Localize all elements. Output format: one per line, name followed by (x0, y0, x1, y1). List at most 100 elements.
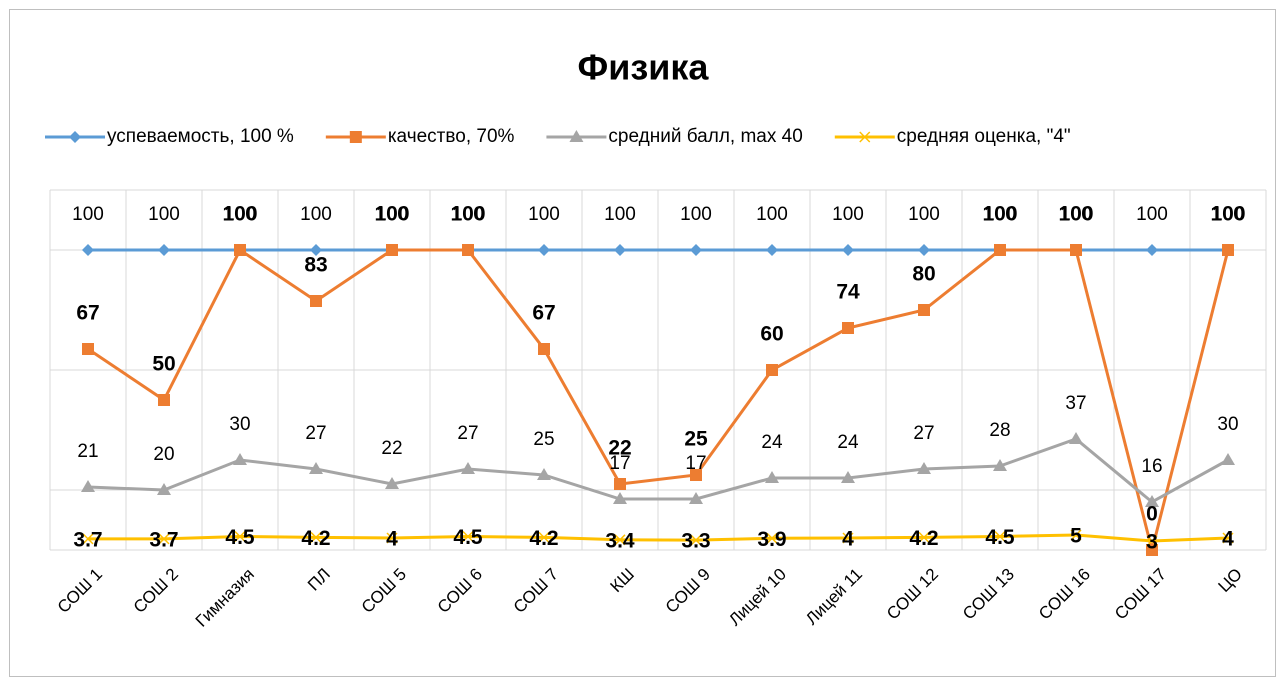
data-label: 16 (1141, 456, 1162, 477)
data-label: 4.5 (985, 526, 1015, 549)
chart-border (9, 9, 1276, 677)
marker (993, 459, 1007, 471)
marker (613, 492, 627, 504)
marker (859, 131, 871, 143)
marker (81, 480, 95, 492)
marker (349, 131, 362, 143)
marker (917, 462, 931, 474)
data-label: 28 (989, 420, 1010, 441)
data-label: 4.5 (453, 526, 483, 549)
marker (1069, 432, 1083, 444)
marker (82, 533, 94, 545)
data-label: 4 (1222, 528, 1234, 551)
data-label: 50 (152, 353, 175, 376)
data-label: 100 (300, 204, 332, 225)
data-label: 3.3 (681, 530, 710, 553)
marker (82, 244, 94, 256)
data-label: 100 (528, 204, 560, 225)
data-label: 4.2 (909, 527, 938, 550)
marker (994, 244, 1006, 256)
marker (1070, 244, 1082, 256)
chart-title: Физика (578, 47, 710, 88)
marker (309, 462, 323, 474)
marker (1221, 453, 1235, 465)
marker (918, 244, 930, 256)
marker (158, 394, 170, 406)
marker (234, 530, 246, 543)
data-label: 22 (381, 438, 402, 459)
data-label: 0 (1146, 503, 1158, 526)
data-label: 80 (912, 263, 935, 286)
marker (234, 244, 246, 256)
marker (538, 244, 550, 256)
marker (614, 534, 626, 546)
marker (386, 532, 398, 544)
marker (766, 244, 778, 256)
data-label: 100 (1212, 204, 1244, 225)
marker (385, 477, 399, 489)
marker (842, 244, 854, 256)
data-label: 3.9 (757, 528, 786, 551)
data-label: 37 (1065, 393, 1086, 414)
data-label: 30 (229, 414, 250, 435)
marker (918, 531, 930, 543)
data-label: 5 (1070, 525, 1082, 548)
marker (1070, 529, 1082, 541)
marker (538, 343, 550, 355)
marker (1222, 532, 1234, 544)
data-label: 27 (457, 423, 478, 444)
data-label: 27 (305, 423, 326, 444)
marker (538, 531, 550, 543)
data-label: 100 (1058, 203, 1093, 226)
data-label: 100 (224, 204, 256, 225)
data-label: 100 (72, 204, 104, 225)
series-line (88, 533, 1229, 543)
marker (82, 343, 94, 355)
marker (766, 364, 778, 376)
marker (462, 530, 474, 543)
marker (158, 244, 170, 256)
data-label: 22 (608, 437, 631, 460)
data-label: 100 (908, 204, 940, 225)
marker (461, 462, 475, 474)
marker (537, 468, 551, 480)
data-label: 100 (1060, 204, 1092, 225)
data-label: 3.7 (73, 528, 102, 551)
marker (841, 471, 855, 483)
data-label: 17 (609, 453, 630, 474)
data-label: 100 (1210, 203, 1245, 226)
data-label: 20 (153, 444, 174, 465)
marker (690, 244, 702, 256)
data-label: 30 (1217, 414, 1238, 435)
data-label: 100 (984, 204, 1016, 225)
data-label: 60 (760, 323, 783, 346)
data-label: 100 (374, 203, 409, 226)
data-label: 100 (148, 204, 180, 225)
legend-label: средняя оценка, "4" (897, 126, 1071, 147)
data-label: 100 (604, 204, 636, 225)
data-label: 4 (842, 528, 854, 551)
marker (766, 532, 778, 544)
data-label: 67 (532, 302, 555, 325)
marker (689, 492, 703, 504)
data-label: 21 (77, 441, 98, 462)
data-label: 3.4 (605, 529, 635, 552)
series-line (87, 437, 1229, 504)
series-line (87, 247, 1230, 551)
data-label: 25 (684, 428, 708, 451)
data-label: 100 (222, 203, 257, 226)
legend-label: качество, 70% (388, 126, 515, 147)
data-label: 4 (386, 528, 398, 551)
data-label: 67 (76, 302, 99, 325)
data-label: 3 (1146, 531, 1158, 554)
marker (310, 531, 322, 543)
data-label: 4.2 (529, 527, 558, 550)
data-label: 17 (685, 453, 706, 474)
data-label: 24 (837, 432, 859, 453)
marker (1222, 244, 1234, 256)
data-label: 27 (913, 423, 934, 444)
data-label: 100 (1136, 204, 1168, 225)
data-label: 3.7 (149, 528, 178, 551)
data-label: 100 (452, 204, 484, 225)
data-label: 100 (376, 204, 408, 225)
